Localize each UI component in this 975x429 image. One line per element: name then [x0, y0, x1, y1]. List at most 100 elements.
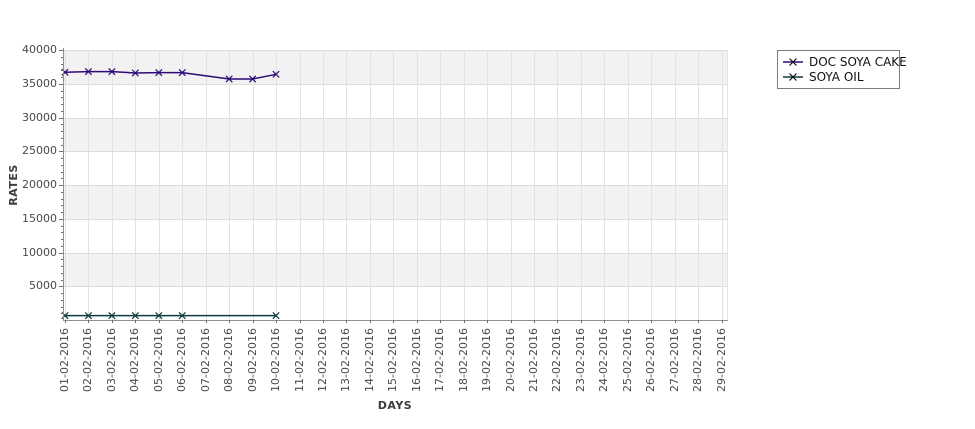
- x-tick-label: 29-02-2016: [714, 328, 728, 392]
- gridline-horizontal: [63, 50, 727, 51]
- x-axis-tick: [135, 320, 137, 323]
- x-axis-tick: [346, 320, 348, 323]
- y-axis-minor-tick: [61, 104, 63, 105]
- gridline-vertical: [698, 50, 700, 320]
- y-axis-major-tick: [59, 185, 63, 186]
- plot-band: [63, 117, 727, 152]
- x-tick-label: 09-02-2016: [245, 328, 259, 392]
- plot-band: [63, 218, 727, 253]
- x-tick-label: 23-02-2016: [573, 328, 587, 392]
- x-tick-label: 27-02-2016: [667, 328, 681, 392]
- y-tick-label: 10000: [22, 245, 57, 259]
- y-axis-minor-tick: [61, 239, 63, 240]
- x-axis-tick: [393, 320, 395, 323]
- x-tick-label: 22-02-2016: [550, 328, 564, 392]
- x-tick-label: 21-02-2016: [527, 328, 540, 392]
- gridline-vertical: [674, 50, 676, 320]
- x-tick-label: 02-02-2016: [81, 328, 95, 392]
- x-tick-label: 12-02-2016: [315, 328, 329, 392]
- x-axis-tick: [205, 320, 207, 323]
- gridline-vertical: [580, 50, 582, 320]
- y-axis-minor-tick: [61, 124, 63, 126]
- x-tick-label: 16-02-2016: [409, 328, 423, 392]
- x-axis-tick: [229, 320, 231, 323]
- x-axis-tick: [627, 320, 629, 323]
- x-tick-label: 20-02-2016: [503, 328, 517, 392]
- y-axis-minor-tick: [61, 279, 63, 281]
- gridline-horizontal: [63, 151, 727, 153]
- gridline-vertical: [393, 50, 395, 320]
- y-axis-minor-tick: [61, 164, 63, 166]
- series-markers-1: [61, 311, 280, 320]
- y-axis-minor-tick: [61, 306, 63, 308]
- x-axis-tick: [88, 320, 90, 323]
- y-tick-label: 35000: [22, 76, 57, 90]
- gridline-vertical: [111, 50, 113, 320]
- gridline-vertical: [229, 50, 231, 320]
- x-tick-label: 15-02-2016: [386, 328, 400, 392]
- plot-area: [61, 50, 728, 320]
- y-axis-minor-tick: [61, 212, 63, 213]
- gridline-vertical: [463, 50, 465, 320]
- x-tick-label: 13-02-2016: [339, 328, 353, 392]
- gridline-vertical: [557, 50, 559, 320]
- x-tick-label: 10-02-2016: [269, 328, 283, 392]
- x-axis-tick: [580, 320, 582, 323]
- y-axis-minor-tick: [61, 266, 63, 267]
- x-tick-label: 14-02-2016: [362, 328, 376, 392]
- y-axis-major-tick: [59, 117, 63, 119]
- y-axis-minor-tick: [61, 131, 63, 132]
- x-tick-label: 24-02-2016: [597, 328, 611, 392]
- y-axis-minor-tick: [61, 63, 63, 65]
- gridline-vertical: [416, 50, 418, 320]
- x-axis-tick: [369, 320, 371, 323]
- plot-band: [63, 50, 727, 84]
- legend: DOC SOYA CAKE SOYA OIL: [777, 50, 907, 89]
- gridline-vertical: [604, 50, 606, 320]
- x-tick-label: 18-02-2016: [456, 328, 470, 392]
- gridline-horizontal: [63, 286, 727, 288]
- y-axis-minor-tick: [61, 144, 63, 146]
- y-axis-line: [63, 48, 64, 320]
- y-tick-label: 5000: [29, 279, 57, 293]
- y-axis-minor-tick: [61, 259, 63, 261]
- x-axis-tick: [534, 320, 535, 323]
- y-axis-minor-tick: [61, 171, 63, 173]
- gridline-vertical: [158, 50, 160, 320]
- y-axis-minor-tick: [61, 299, 63, 301]
- gridline-vertical: [627, 50, 629, 320]
- x-axis-tick: [487, 320, 489, 323]
- x-axis-tick: [182, 320, 184, 323]
- gridline-vertical: [182, 50, 184, 320]
- x-tick-label: 06-02-2016: [175, 328, 189, 392]
- x-tick-label: 03-02-2016: [104, 328, 118, 392]
- y-axis-major-tick: [59, 218, 63, 220]
- y-axis-major-tick: [59, 50, 63, 51]
- x-axis-tick: [721, 320, 723, 323]
- y-axis-minor-tick: [61, 293, 63, 294]
- y-axis-minor-tick: [61, 245, 63, 247]
- legend-item-soya-oil: SOYA OIL: [783, 70, 893, 84]
- gridline-vertical: [205, 50, 207, 320]
- gridline-horizontal: [63, 218, 727, 220]
- series-layer: [61, 67, 280, 320]
- y-tick-label: 40000: [22, 43, 57, 56]
- x-axis-tick: [65, 320, 66, 323]
- y-tick-label: 25000: [22, 144, 57, 158]
- legend-label: SOYA OIL: [809, 70, 864, 84]
- x-axis-title: DAYS: [377, 399, 413, 412]
- y-axis-minor-tick: [61, 178, 63, 180]
- gridline-vertical: [276, 50, 278, 320]
- x-axis-tick: [674, 320, 676, 323]
- gridline-vertical: [721, 50, 723, 320]
- x-axis-tick: [416, 320, 418, 323]
- y-axis-major-tick: [59, 151, 63, 153]
- y-tick-label: 30000: [22, 110, 57, 124]
- x-tick-label: 11-02-2016: [292, 328, 306, 392]
- line-x-marker-icon: [783, 71, 803, 83]
- y-axis-minor-tick: [61, 232, 63, 234]
- y-axis-minor-tick: [61, 158, 63, 159]
- plot-band: [63, 185, 727, 219]
- x-tick-label: 05-02-2016: [151, 328, 165, 392]
- y-axis-minor-tick: [61, 110, 63, 112]
